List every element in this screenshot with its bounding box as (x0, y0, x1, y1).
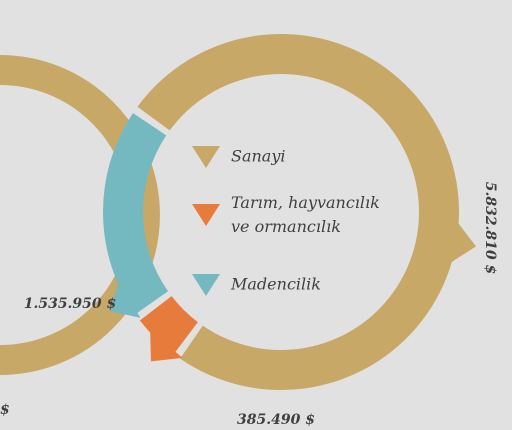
legend-line: Tarım, hayvancılık (231, 193, 380, 212)
donut-segment (137, 34, 476, 391)
partial-ring (0, 55, 160, 375)
legend-label: Madencilik (230, 275, 321, 294)
legend-marker (192, 274, 220, 296)
legend-marker (192, 146, 220, 168)
value-label: 5.832.810 $ (482, 182, 498, 275)
legend-label: Tarım, hayvancılık ve ormancılık (231, 193, 380, 236)
fragment-label: $ (0, 402, 10, 418)
donut-segment (139, 296, 198, 362)
donut-segment (102, 113, 169, 318)
legend-label: Sanayi (231, 147, 286, 166)
value-label: 1.535.950 $ (24, 296, 117, 312)
legend-line: ve ormancılık (231, 217, 341, 236)
legend-marker (192, 204, 220, 226)
value-label: 385.490 $ (237, 412, 315, 428)
